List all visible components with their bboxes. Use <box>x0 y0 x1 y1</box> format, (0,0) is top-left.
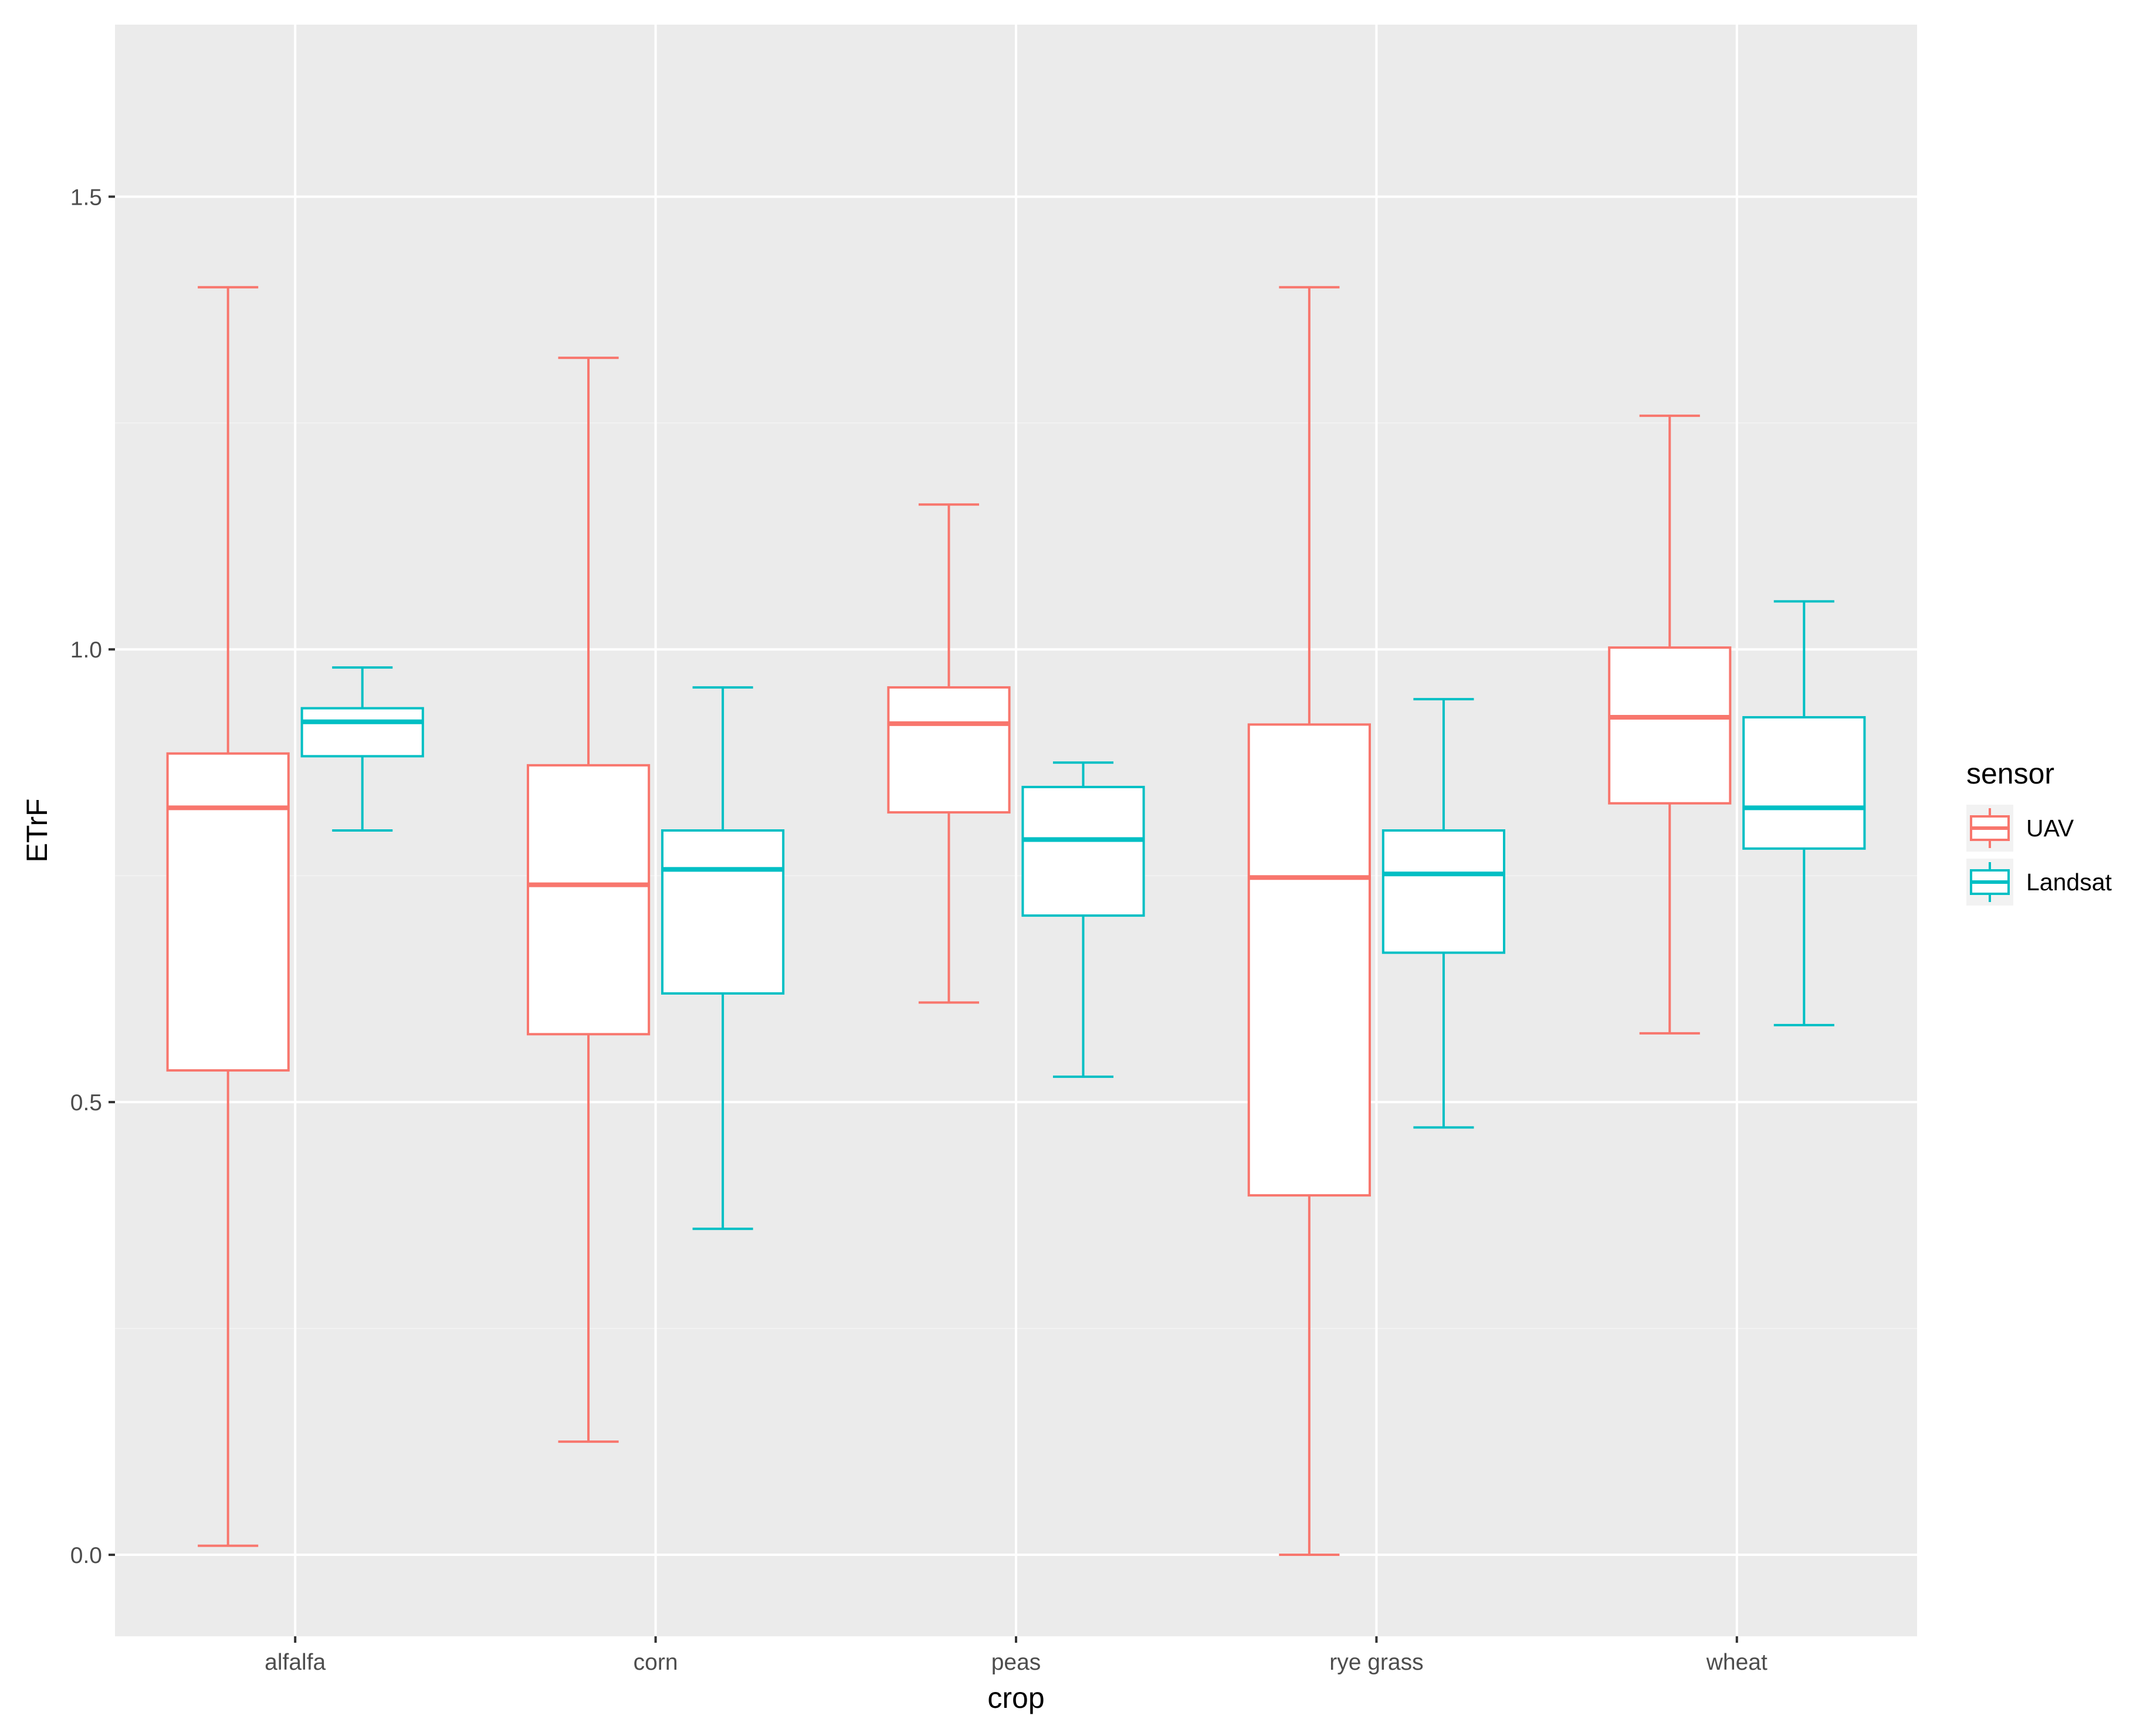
y-tick-label: 1.5 <box>70 185 102 210</box>
axes: 0.0 0.5 1.0 1.5 alfalfa corn peas rye grass whea… <box>21 185 1767 1714</box>
iqr-box <box>166 752 290 1072</box>
legend-key-uav <box>1966 805 2013 852</box>
y-tick-label: 1.0 <box>70 638 102 663</box>
iqr-box <box>526 764 651 1036</box>
legend-label-landsat: Landsat <box>2026 869 2112 896</box>
boxplot-uav-wheat <box>1608 414 1732 1035</box>
boxplot-landsat-rye-grass <box>1381 698 1506 1129</box>
boxplot-uav-corn <box>526 357 651 1443</box>
iqr-box <box>300 707 424 758</box>
boxplot-landsat-peas <box>1021 761 1145 1078</box>
iqr-box <box>1608 646 1732 805</box>
legend-label-uav: UAV <box>2026 815 2074 842</box>
iqr-box <box>887 686 1011 814</box>
y-axis-title: ETrF <box>21 798 53 862</box>
iqr-box <box>1742 716 1866 850</box>
iqr-box <box>661 829 785 995</box>
boxplot-uav-peas <box>887 503 1011 1004</box>
x-tick-label: wheat <box>1706 1650 1767 1675</box>
x-axis-title: crop <box>987 1681 1044 1714</box>
iqr-box <box>1021 785 1145 917</box>
iqr-box <box>1247 723 1371 1197</box>
boxplot-landsat-corn <box>661 686 785 1230</box>
boxplot-landsat-wheat <box>1742 600 1866 1026</box>
x-tick-label: corn <box>634 1650 678 1675</box>
iqr-box <box>1381 829 1506 954</box>
x-tick-label: alfalfa <box>265 1650 326 1675</box>
boxplot-uav-alfalfa <box>166 286 290 1547</box>
legend-title: sensor <box>1966 757 2054 790</box>
legend-key-landsat <box>1966 859 2013 906</box>
x-tick-label: peas <box>991 1650 1041 1675</box>
y-tick-label: 0.0 <box>70 1543 102 1568</box>
boxplot-landsat-alfalfa <box>300 666 424 832</box>
boxplot-uav-rye-grass <box>1247 286 1371 1557</box>
y-tick-label: 0.5 <box>70 1090 102 1115</box>
legend: sensor UAV Landsat <box>1966 757 2112 906</box>
x-tick-label: rye grass <box>1329 1650 1423 1675</box>
boxes <box>166 286 1866 1557</box>
gridlines <box>115 25 1917 1636</box>
